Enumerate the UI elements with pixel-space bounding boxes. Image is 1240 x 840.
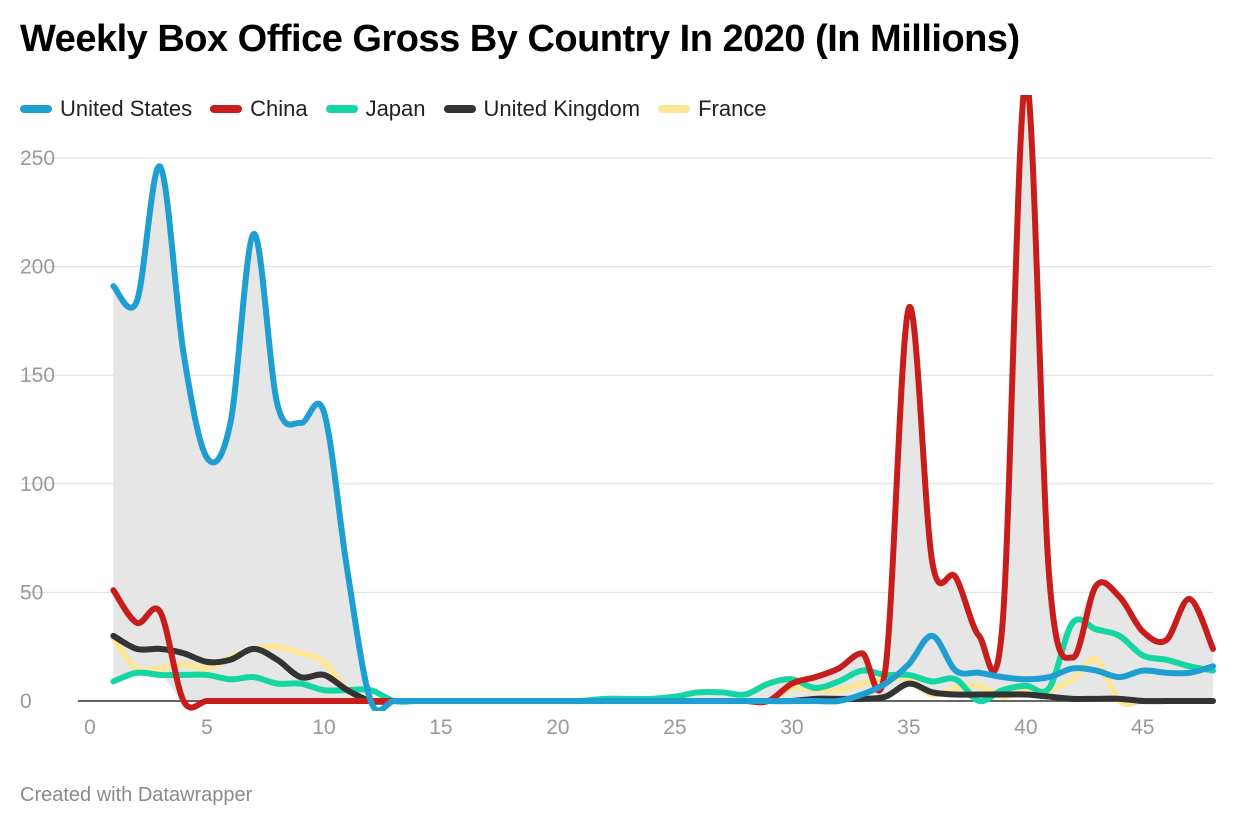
x-tick-label-35: 35	[897, 716, 920, 739]
x-tick-label-10: 10	[312, 716, 335, 739]
y-tick-label-100: 100	[20, 473, 55, 496]
x-tick-label-0: 0	[84, 716, 96, 739]
x-tick-label-5: 5	[201, 716, 213, 739]
legend-swatch-china	[210, 105, 243, 113]
legend-item-united-kingdom: United Kingdom	[443, 96, 641, 122]
x-tick-label-15: 15	[429, 716, 452, 739]
legend-item-united-states: United States	[20, 96, 192, 122]
y-tick-label-150: 150	[20, 364, 55, 387]
legend: United States China Japan United Kingdom…	[20, 96, 785, 122]
y-tick-label-200: 200	[20, 256, 55, 279]
legend-item-france: France	[658, 96, 767, 122]
legend-swatch-japan	[325, 105, 358, 113]
legend-label-france: France	[698, 96, 767, 121]
series-line-japan	[110, 616, 1216, 705]
legend-item-japan: Japan	[325, 96, 426, 122]
x-tick-label-45: 45	[1131, 716, 1154, 739]
y-tick-label-0: 0	[20, 690, 32, 713]
legend-item-china: China	[210, 96, 308, 122]
range-area	[113, 95, 1213, 704]
chart-title: Weekly Box Office Gross By Country In 20…	[20, 18, 1020, 60]
legend-label-china: China	[250, 96, 308, 121]
series-line-united-states	[110, 163, 1216, 711]
x-tick-label-25: 25	[663, 716, 686, 739]
legend-label-united-states: United States	[60, 96, 193, 121]
y-tick-label-50: 50	[20, 581, 43, 604]
legend-label-united-kingdom: United Kingdom	[483, 96, 641, 121]
x-tick-label-20: 20	[546, 716, 569, 739]
legend-swatch-united-kingdom	[443, 105, 476, 113]
footer-credit: Created with Datawrapper	[20, 784, 253, 806]
legend-swatch-france	[658, 105, 691, 113]
legend-label-japan: Japan	[365, 96, 426, 121]
x-tick-label-40: 40	[1014, 716, 1037, 739]
y-tick-label-250: 250	[20, 147, 55, 170]
legend-swatch-united-states	[20, 105, 52, 113]
x-tick-label-30: 30	[780, 716, 803, 739]
